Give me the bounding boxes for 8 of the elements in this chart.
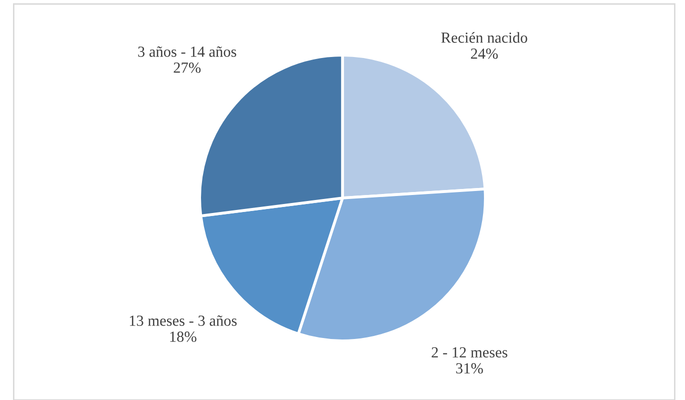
slice-label: 2 - 12 meses <box>432 347 508 358</box>
slice-label: 13 meses - 3 años <box>130 315 237 326</box>
slice-label: Recién nacido <box>441 32 528 43</box>
data-label: 27% <box>174 62 201 73</box>
slice-label: 3 años - 14 años <box>138 46 236 57</box>
data-label: 18% <box>170 332 196 342</box>
data-label: 31% <box>456 363 483 374</box>
data-label: 24% <box>470 48 498 59</box>
